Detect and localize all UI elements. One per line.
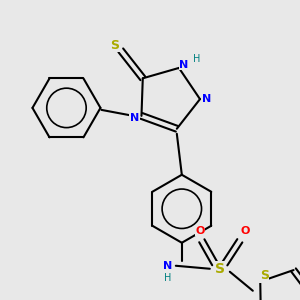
Text: N: N xyxy=(202,94,211,104)
Text: O: O xyxy=(195,226,205,236)
Text: N: N xyxy=(130,113,139,123)
Text: S: S xyxy=(215,262,225,276)
Text: H: H xyxy=(193,54,201,64)
Text: N: N xyxy=(163,261,172,271)
Text: H: H xyxy=(164,273,172,283)
Text: N: N xyxy=(179,60,189,70)
Text: S: S xyxy=(260,269,269,282)
Text: S: S xyxy=(110,39,119,52)
Text: O: O xyxy=(240,226,250,236)
